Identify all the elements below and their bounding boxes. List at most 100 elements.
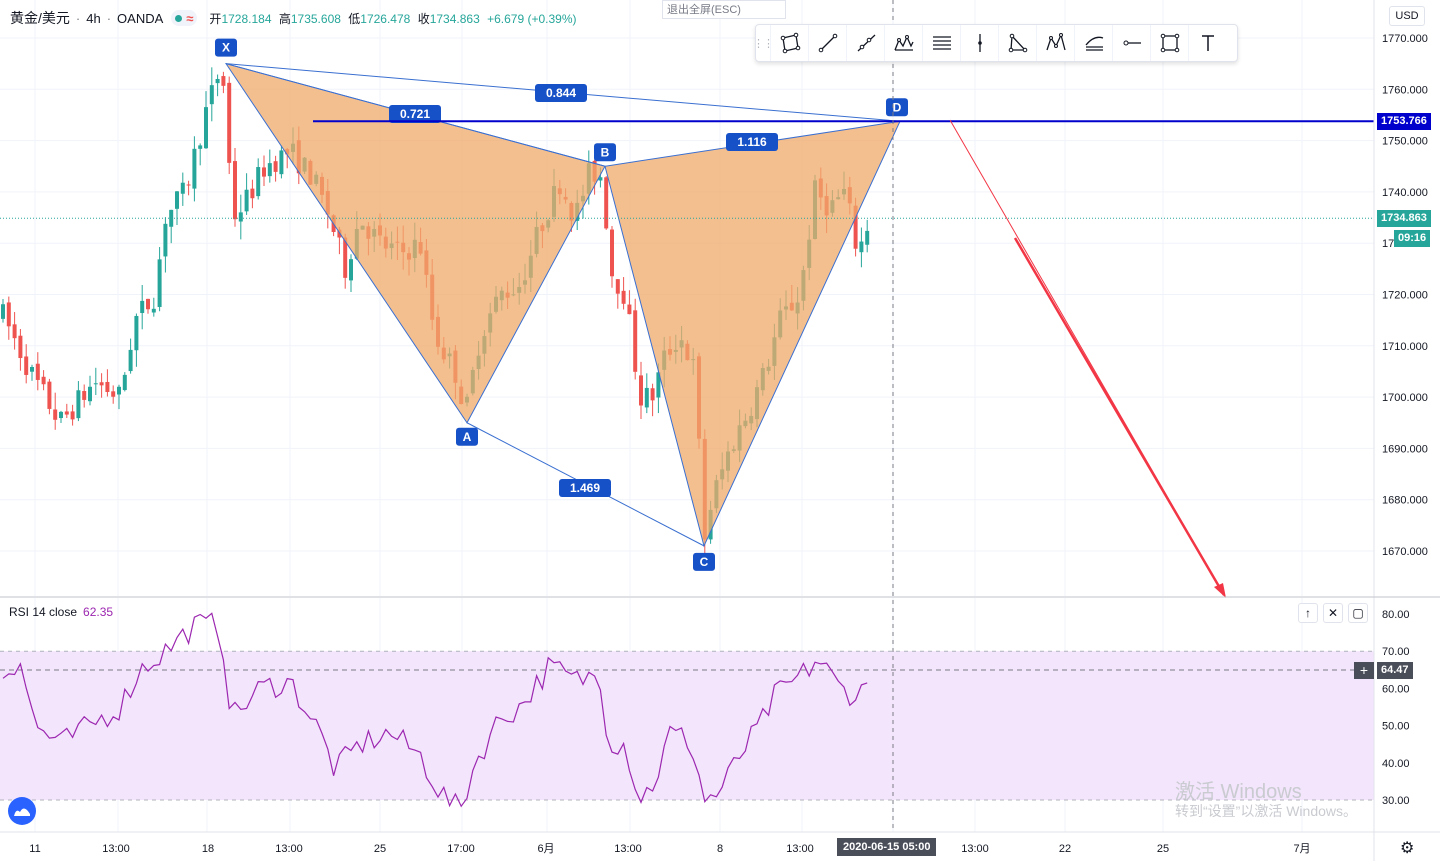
candle-up — [151, 308, 156, 313]
candle-down — [105, 381, 110, 392]
time-tick-label: 13:00 — [614, 843, 642, 855]
candle-up — [209, 85, 214, 105]
currency-button[interactable]: USD — [1389, 6, 1425, 26]
time-tick-label: 13:00 — [102, 843, 130, 855]
candle-down — [633, 310, 638, 372]
candle-up — [30, 366, 34, 372]
candle-down — [99, 382, 104, 386]
candle-up — [859, 241, 864, 253]
candle-up — [157, 259, 162, 307]
candle-down — [70, 411, 75, 420]
tool-head-shoulders-button[interactable] — [1036, 25, 1074, 61]
time-tick-label: 22 — [1059, 843, 1071, 855]
pattern-ratio-xd — [535, 84, 587, 102]
rectangle-icon — [1160, 33, 1179, 53]
candle-up — [59, 411, 63, 419]
tool-rectangle-button[interactable] — [1150, 25, 1188, 61]
tool-xabcd-button[interactable] — [884, 25, 922, 61]
candle-down — [47, 381, 52, 409]
close-icon: ✕ — [1327, 606, 1339, 620]
pattern-point-c — [693, 552, 715, 571]
tool-horizontal-ray-button[interactable] — [1112, 25, 1150, 61]
candle-up — [244, 189, 249, 212]
pane-maximize-button[interactable]: ▢ — [1348, 603, 1368, 623]
tool-ray-button[interactable] — [846, 25, 884, 61]
candle-up — [1, 304, 5, 319]
add-plus-button[interactable]: + — [1354, 662, 1374, 679]
candle-down — [41, 376, 46, 385]
time-tick-label: 6月 — [537, 843, 554, 855]
time-tick-label: 25 — [1157, 843, 1169, 855]
candle-down — [64, 411, 69, 415]
pattern-point-b — [594, 143, 616, 162]
candle-down — [853, 205, 858, 249]
time-tick-label: 13:00 — [786, 843, 814, 855]
pattern-ratio-bd — [726, 133, 778, 151]
price-tick-label: 1740.000 — [1382, 187, 1428, 199]
ohlc-values: 开1728.184 高1735.608 低1726.478 收1734.863 … — [209, 11, 577, 26]
forecast-arrow-line — [1013, 237, 1226, 596]
candle-down — [639, 375, 643, 406]
rsi-tick-label: 50.00 — [1382, 721, 1410, 733]
candle-down — [604, 177, 609, 229]
candle-down — [650, 388, 655, 401]
candle-down — [610, 229, 614, 277]
chart-header: 黄金/美元 · 4h · OANDA ≈ 开1728.184 高1735.608… — [10, 8, 577, 28]
candle-down — [24, 356, 29, 375]
tool-text-button[interactable] — [1188, 25, 1226, 61]
tool-channel-button[interactable] — [1074, 25, 1112, 61]
header-sep: · — [106, 10, 112, 26]
tool-trendline-button[interactable] — [808, 25, 846, 61]
pattern-point-label: B — [601, 145, 610, 159]
hline-price-tag: 1753.766 — [1377, 113, 1431, 131]
candle-down — [227, 82, 232, 163]
fib-retracement-icon — [932, 36, 951, 50]
pattern-ratio-xb — [389, 105, 441, 123]
price-tick-label: 1670.000 — [1382, 546, 1428, 558]
interval-label[interactable]: 4h — [86, 10, 101, 26]
time-tick-label: 18 — [202, 843, 214, 855]
candle-up — [656, 372, 661, 398]
symbol-name[interactable]: 黄金/美元 — [10, 10, 70, 26]
candle-up — [238, 212, 243, 222]
price-tick-label: 1680.000 — [1382, 495, 1428, 507]
arrow-up-icon: ↑ — [1305, 606, 1311, 620]
candle-up — [88, 386, 92, 402]
price-tick-label: 1760.000 — [1382, 84, 1428, 96]
tradingview-logo-icon[interactable] — [8, 797, 36, 825]
candle-down — [53, 409, 58, 420]
candle-up — [117, 386, 121, 395]
time-tick-label: 8 — [717, 843, 723, 855]
market-open-icon — [175, 14, 183, 22]
vertical-line-icon — [977, 34, 982, 52]
pattern-point-label: D — [893, 100, 902, 114]
broker-label: OANDA — [117, 10, 164, 26]
tool-fib-button[interactable] — [922, 25, 960, 61]
maximize-icon: ▢ — [1352, 606, 1364, 620]
rsi-legend[interactable]: RSI 14 close 62.35 — [9, 605, 113, 619]
text-icon — [1201, 35, 1214, 51]
settings-gear-icon[interactable]: ⚙ — [1400, 840, 1415, 857]
candle-down — [343, 237, 348, 278]
price-tick-label: 1710.000 — [1382, 341, 1428, 353]
tool-polygon-button[interactable] — [770, 25, 808, 61]
tool-vertical-line-button[interactable] — [960, 25, 998, 61]
candle-up — [140, 300, 145, 314]
candle-down — [337, 229, 342, 238]
activation-watermark-title: 激活 Windows — [1175, 781, 1302, 803]
drag-handle-icon[interactable]: ⋮⋮ — [753, 37, 774, 50]
rsi-value: 62.35 — [83, 605, 114, 619]
market-status-pill[interactable]: ≈ — [171, 10, 198, 26]
price-tick-label: 1700.000 — [1382, 392, 1428, 404]
candle-up — [192, 148, 197, 189]
pane-up-button[interactable]: ↑ — [1298, 603, 1318, 623]
candle-down — [6, 302, 11, 327]
triangle-icon — [1008, 33, 1027, 53]
change-value: +6.679 (+0.39%) — [487, 11, 577, 26]
pane-close-button[interactable]: ✕ — [1323, 603, 1343, 623]
tool-triangle-button[interactable] — [998, 25, 1036, 61]
exit-fullscreen-button[interactable]: 退出全屏(ESC) — [662, 0, 786, 19]
countdown-tag: 09:16 — [1394, 230, 1431, 248]
candle-up — [644, 387, 649, 408]
